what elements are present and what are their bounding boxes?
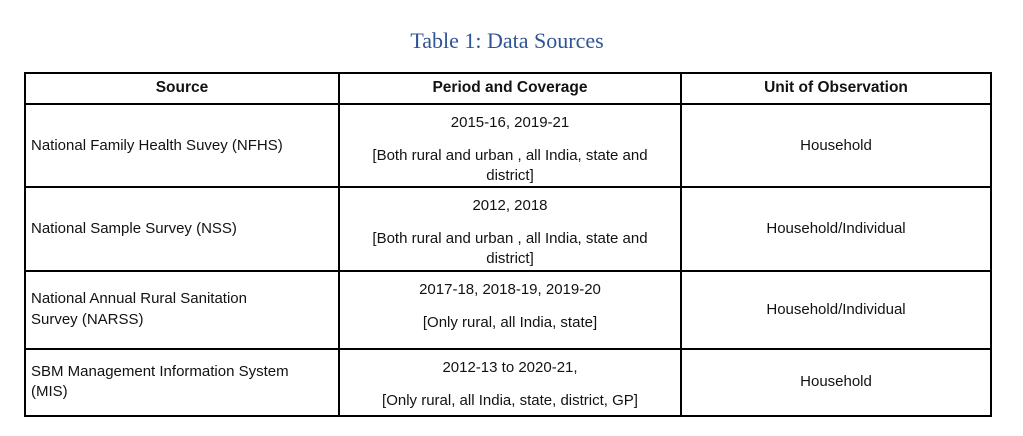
period-coverage-cell: 2012-13 to 2020-21, [Only rural, all Ind… [338,347,682,417]
coverage-text: [Only rural, all India, state] [422,313,598,331]
source-cell: SBM Management Information System (MIS) [24,347,340,417]
period-coverage-cell: 2017-18, 2018-19, 2019-20 [Only rural, a… [338,269,682,350]
source-cell: National Sample Survey (NSS) [24,186,340,272]
period-text: 2012, 2018 [472,197,548,215]
source-cell: National Family Health Suvey (NFHS) [24,102,340,189]
table-header-row: Source Period and Coverage Unit of Obser… [24,72,992,105]
unit-cell: Household/Individual [680,269,992,350]
table-row: National Sample Survey (NSS) 2012, 2018 … [24,186,992,272]
table-row: National Family Health Suvey (NFHS) 2015… [24,102,992,189]
data-sources-table: Source Period and Coverage Unit of Obser… [24,72,992,417]
column-header-period-coverage: Period and Coverage [338,72,682,105]
unit-cell: Household [680,102,992,189]
coverage-text: [Only rural, all India, state, district,… [382,391,638,409]
table-row: National Annual Rural Sanitation Survey … [24,269,992,350]
coverage-text: [Both rural and urban , all India, state… [372,147,648,185]
period-coverage-cell: 2015-16, 2019-21 [Both rural and urban ,… [338,102,682,189]
unit-cell: Household [680,347,992,417]
column-header-source: Source [24,72,340,105]
period-text: 2015-16, 2019-21 [450,114,570,131]
coverage-text: [Both rural and urban , all India, state… [372,230,648,268]
column-header-unit: Unit of Observation [680,72,992,105]
period-coverage-cell: 2012, 2018 [Both rural and urban , all I… [338,186,682,272]
period-text: 2012-13 to 2020-21, [442,358,578,376]
unit-cell: Household/Individual [680,186,992,272]
table-row: SBM Management Information System (MIS) … [24,347,992,417]
period-text: 2017-18, 2018-19, 2019-20 [419,280,601,298]
source-cell: National Annual Rural Sanitation Survey … [24,269,340,350]
page-title: Table 1: Data Sources [410,28,604,53]
